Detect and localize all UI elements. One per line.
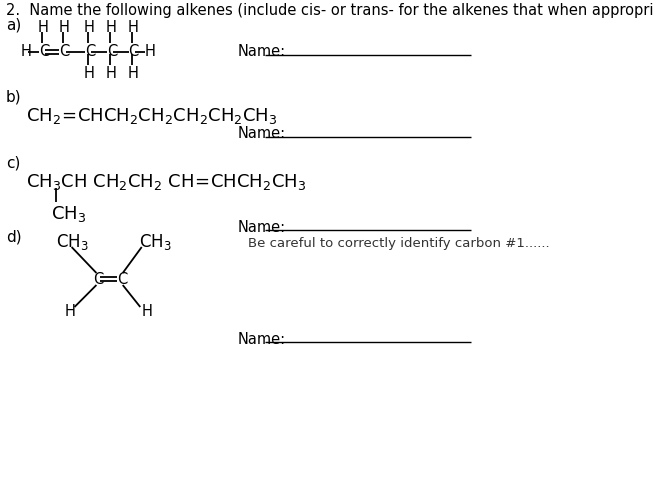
Text: Name:: Name: [237,331,286,346]
Text: H: H [58,20,69,35]
Text: C: C [129,45,139,60]
Text: CH$_3$: CH$_3$ [139,232,171,252]
Text: C: C [85,45,95,60]
Text: c): c) [6,156,20,170]
Text: Name:: Name: [237,45,286,60]
Text: H: H [84,66,95,81]
Text: Name:: Name: [237,127,286,142]
Text: C: C [107,45,117,60]
Text: H: H [128,66,139,81]
Text: CH$_2\!=\!$CHCH$_2$CH$_2$CH$_2$CH$_2$CH$_3$: CH$_2\!=\!$CHCH$_2$CH$_2$CH$_2$CH$_2$CH$… [26,106,277,126]
Text: d): d) [6,230,22,245]
Text: H: H [142,305,152,320]
Text: H: H [20,45,31,60]
Text: Name:: Name: [237,220,286,235]
Text: C: C [117,271,127,286]
Text: H: H [38,20,49,35]
Text: b): b) [6,89,22,104]
Text: H: H [145,45,156,60]
Text: H: H [84,20,95,35]
Text: CH$_3$: CH$_3$ [56,232,88,252]
Text: 2.  Name the following alkenes (include cis- or trans- for the alkenes that when: 2. Name the following alkenes (include c… [6,2,654,17]
Text: H: H [106,66,117,81]
Text: CH$_3$: CH$_3$ [51,204,86,224]
Text: C: C [94,271,104,286]
Text: C: C [59,45,69,60]
Text: H: H [106,20,117,35]
Text: Be careful to correctly identify carbon #1......: Be careful to correctly identify carbon … [249,237,550,249]
Text: H: H [64,305,75,320]
Text: CH$_3$CH CH$_2$CH$_2$ CH$\!=\!$CHCH$_2$CH$_3$: CH$_3$CH CH$_2$CH$_2$ CH$\!=\!$CHCH$_2$C… [26,172,306,192]
Text: a): a) [6,17,21,32]
Text: C: C [39,45,49,60]
Text: H: H [128,20,139,35]
